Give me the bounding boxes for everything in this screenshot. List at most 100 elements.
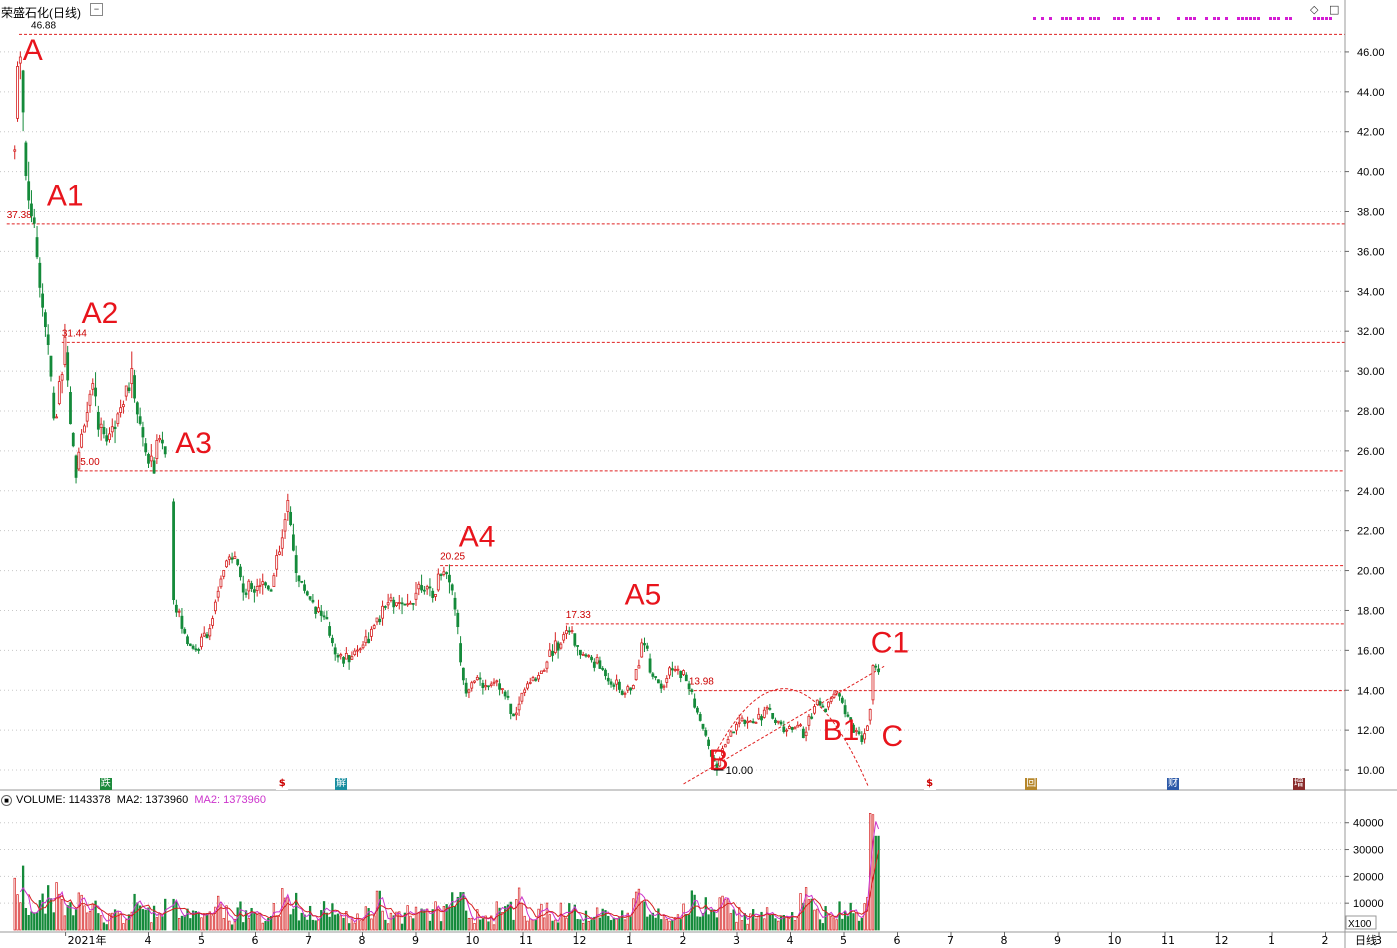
volume-bar bbox=[158, 914, 161, 931]
volume-bar bbox=[33, 912, 36, 931]
volume-bar bbox=[125, 919, 128, 931]
candle-body bbox=[200, 636, 203, 648]
candle-body bbox=[787, 725, 791, 729]
volume-bar bbox=[481, 918, 485, 931]
candle-body bbox=[721, 748, 724, 756]
candle-body bbox=[726, 739, 730, 744]
volume-tick-label: 40000 bbox=[1353, 818, 1384, 830]
candle-body bbox=[450, 584, 454, 591]
candle-body bbox=[863, 733, 867, 740]
candle-body bbox=[339, 654, 343, 657]
candle-body bbox=[567, 630, 571, 633]
volume-bar bbox=[643, 901, 646, 931]
candle-body bbox=[74, 455, 78, 478]
volume-bar bbox=[660, 919, 663, 931]
time-tick-label: 4 bbox=[145, 934, 152, 947]
candle-body bbox=[813, 706, 816, 714]
time-tick-label: 3 bbox=[733, 934, 740, 947]
volume-bar bbox=[19, 902, 22, 931]
candle-body bbox=[406, 603, 410, 606]
volume-bar bbox=[785, 916, 788, 931]
event-tag[interactable]: 增 bbox=[1292, 778, 1305, 790]
candle-body bbox=[294, 555, 298, 574]
event-tag[interactable]: 解 bbox=[335, 778, 348, 790]
volume-bar bbox=[701, 913, 705, 931]
volume-bar bbox=[749, 913, 752, 931]
candle-body bbox=[654, 676, 658, 678]
event-tag[interactable]: $ bbox=[923, 778, 936, 790]
diamond-icon[interactable]: ◇ bbox=[1310, 3, 1319, 16]
volume-bar bbox=[94, 900, 97, 931]
volume-bar bbox=[813, 909, 816, 931]
price-tick-label: 32.00 bbox=[1357, 326, 1385, 338]
candle-body bbox=[651, 673, 655, 677]
candle-body bbox=[183, 629, 187, 634]
volume-indicator-icon[interactable]: ■ bbox=[1, 795, 12, 806]
volume-bar bbox=[657, 908, 660, 931]
volume-bar bbox=[275, 915, 278, 931]
candle-body bbox=[124, 385, 128, 397]
candle-body bbox=[562, 634, 566, 641]
window-icon[interactable]: □ bbox=[1329, 3, 1340, 16]
volume-bar bbox=[584, 910, 588, 931]
candle-body bbox=[422, 589, 426, 592]
volume-bar bbox=[484, 915, 487, 931]
volume-bar bbox=[774, 918, 777, 931]
marker-dot bbox=[1077, 17, 1080, 20]
candle-body bbox=[512, 713, 515, 717]
candle-body bbox=[311, 599, 315, 603]
volume-bar bbox=[373, 915, 376, 931]
candle-body bbox=[693, 698, 697, 708]
volume-bar bbox=[138, 905, 142, 931]
volume-bar bbox=[311, 919, 315, 931]
time-tick-label: 8 bbox=[1001, 934, 1008, 947]
marker-dot bbox=[1253, 17, 1256, 20]
event-tag[interactable]: $ bbox=[276, 778, 289, 790]
volume-bar bbox=[462, 892, 465, 931]
volume-bar bbox=[370, 918, 373, 931]
candle-body bbox=[258, 584, 262, 587]
candle-body bbox=[821, 705, 825, 708]
event-tag[interactable]: 回 bbox=[1025, 778, 1038, 790]
candle-body bbox=[325, 617, 329, 620]
candle-body bbox=[286, 500, 290, 513]
wave-label: A2 bbox=[82, 297, 119, 330]
volume-bar bbox=[211, 915, 214, 931]
candle-body bbox=[289, 511, 293, 526]
volume-bar bbox=[632, 898, 635, 931]
volume-bar bbox=[874, 835, 877, 931]
candle-body bbox=[832, 693, 836, 698]
collapse-button[interactable]: – bbox=[90, 3, 103, 16]
volume-bar bbox=[52, 912, 55, 931]
candle-body bbox=[255, 586, 259, 591]
volume-bar bbox=[838, 901, 841, 931]
volume-bar bbox=[180, 915, 184, 931]
volume-bar bbox=[127, 914, 131, 931]
candle-body bbox=[712, 757, 716, 762]
volume-bar bbox=[579, 919, 582, 931]
candle-body bbox=[843, 705, 847, 715]
time-tick-label: 2021年 bbox=[68, 933, 107, 947]
candle-body bbox=[389, 597, 393, 601]
level-label: 17.33 bbox=[566, 610, 591, 621]
event-tag[interactable]: 财 bbox=[1167, 778, 1180, 790]
volume-bar bbox=[818, 919, 822, 931]
volume-bar bbox=[186, 908, 189, 931]
candle-body bbox=[857, 731, 861, 735]
level-label: 46.88 bbox=[31, 20, 56, 31]
candle-body bbox=[105, 435, 109, 442]
volume-bar bbox=[300, 912, 303, 931]
volume-bar bbox=[841, 918, 844, 931]
candle-body bbox=[690, 689, 694, 692]
event-tag[interactable]: 跌 bbox=[99, 778, 112, 790]
volume-bar bbox=[473, 923, 476, 931]
candle-body bbox=[818, 701, 822, 706]
volume-bar bbox=[83, 905, 86, 931]
volume-bar bbox=[356, 913, 359, 931]
volume-bar bbox=[467, 917, 471, 931]
volume-bar bbox=[147, 907, 150, 931]
price-tick-label: 30.00 bbox=[1357, 366, 1385, 378]
price-tick-label: 42.00 bbox=[1357, 127, 1385, 139]
candle-body bbox=[244, 592, 248, 595]
